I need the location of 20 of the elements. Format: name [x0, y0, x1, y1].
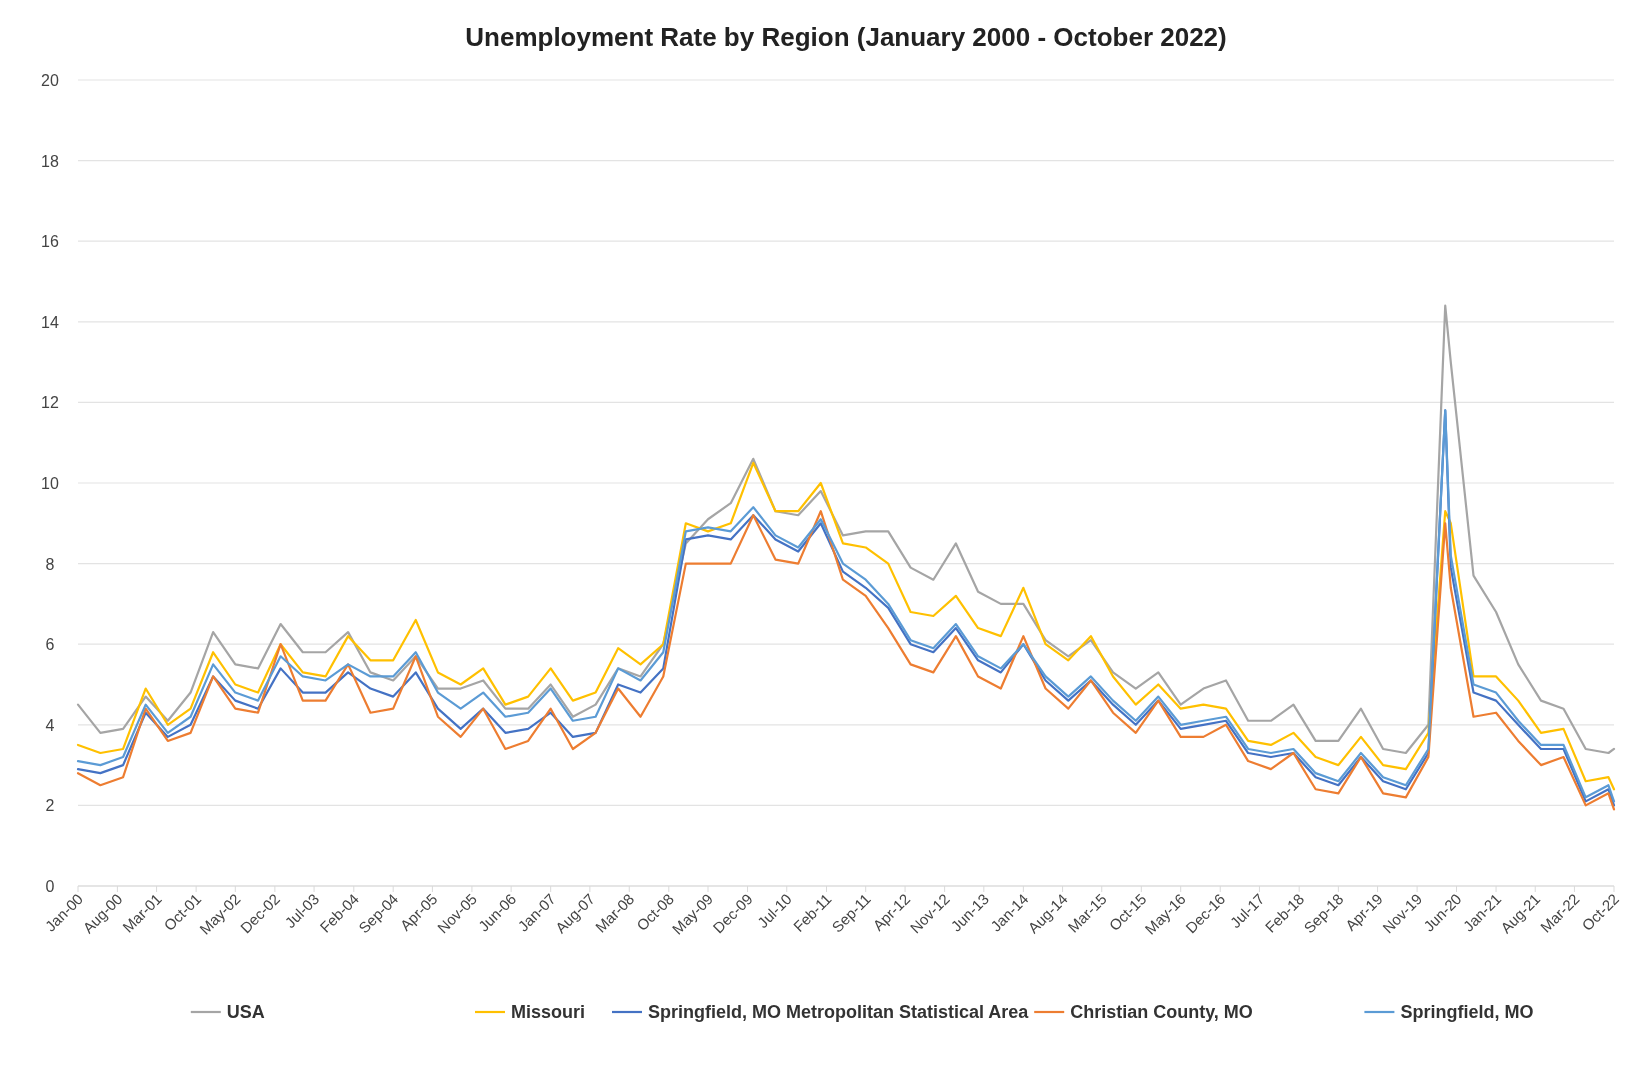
y-tick-label: 2	[45, 797, 55, 815]
legend-label: Springfield, MO	[1400, 1002, 1534, 1022]
y-tick-label: 12	[41, 394, 59, 412]
y-tick-label: 18	[41, 152, 59, 170]
y-tick-label: 0	[45, 878, 55, 895]
y-tick-label: 4	[45, 716, 55, 734]
y-tick-label: 6	[45, 636, 55, 654]
line-series	[76, 304, 1616, 755]
legend-label: USA	[226, 1002, 265, 1022]
legend-label: Christian County, MO	[1070, 1002, 1253, 1022]
y-tick-label: 10	[41, 475, 59, 492]
line-series	[76, 510, 1616, 811]
legend-label: Springfield, MO Metropolitan Statistical Area	[648, 1002, 1030, 1022]
legend-label: Missouri	[511, 1002, 586, 1022]
y-tick-label: 14	[41, 313, 59, 331]
chart-title: Unemployment Rate by Region (January 2000 - October 2022)	[465, 22, 1227, 52]
line-series	[76, 461, 1616, 791]
y-tick-label: 16	[41, 233, 59, 251]
y-tick-label: 20	[41, 72, 59, 89]
y-tick-label: 8	[45, 555, 55, 573]
